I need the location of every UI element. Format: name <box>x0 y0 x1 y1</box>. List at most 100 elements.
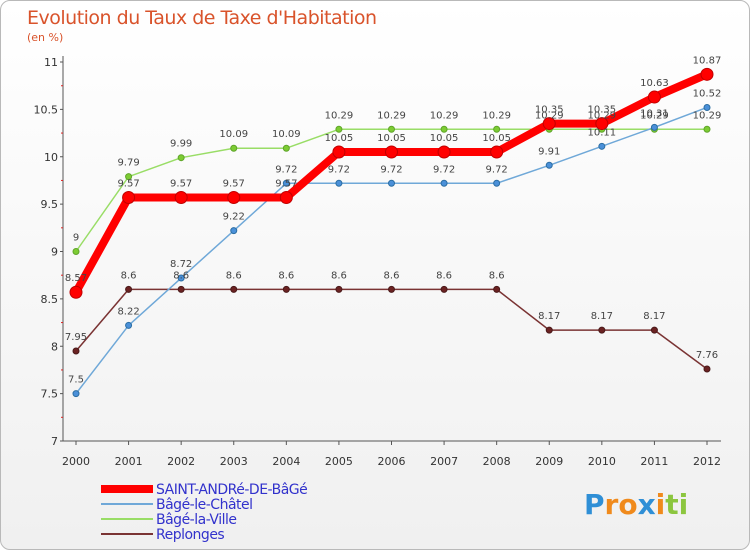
data-point <box>177 274 185 282</box>
legend: SAINT-ANDRé-DE-BâGéBâgé-le-ChâtelBâgé-la… <box>101 482 308 543</box>
data-point <box>700 67 714 81</box>
proxiti-logo: Proxiti <box>584 488 688 521</box>
data-label: 8.6 <box>436 270 452 281</box>
legend-label: SAINT-ANDRé-DE-BâGé <box>156 482 307 498</box>
data-label: 9.57 <box>223 178 245 189</box>
data-label: 10.29 <box>377 110 406 121</box>
data-label: 9.72 <box>433 164 455 175</box>
data-label: 10.63 <box>640 78 669 89</box>
data-point <box>230 285 238 293</box>
data-point <box>282 179 290 187</box>
data-point <box>703 125 711 133</box>
data-point <box>72 390 80 398</box>
x-tick-label: 2009 <box>535 455 563 468</box>
data-point <box>493 125 501 133</box>
y-tick-label: 8.5 <box>41 293 59 306</box>
data-point <box>282 144 290 152</box>
data-label: 10.09 <box>219 129 248 140</box>
data-label: 7.76 <box>696 350 718 361</box>
y-tick-label: 10 <box>44 151 58 164</box>
logo-letter: i <box>655 488 666 521</box>
data-label: 9.72 <box>328 164 350 175</box>
data-point <box>69 285 83 299</box>
x-tick-label: 2003 <box>220 455 248 468</box>
legend-label: Replonges <box>156 527 224 543</box>
legend-label: Bâgé-la-Ville <box>156 512 237 528</box>
logo-letter: P <box>584 488 605 521</box>
data-label: 10.29 <box>430 110 459 121</box>
data-label: 10.35 <box>588 105 617 116</box>
data-point <box>650 123 658 131</box>
data-label: 10.05 <box>430 133 459 144</box>
data-label: 10.52 <box>693 88 722 99</box>
series-line <box>75 288 708 370</box>
data-label: 8.17 <box>538 311 560 322</box>
data-label: 10.29 <box>325 110 354 121</box>
data-label: 10.31 <box>640 108 669 119</box>
logo-letter: t <box>665 488 679 521</box>
data-label: 8.57 <box>65 273 87 284</box>
data-point <box>598 142 606 150</box>
data-point <box>647 90 661 104</box>
logo-letter: o <box>618 488 638 521</box>
data-label: 10.11 <box>588 127 617 138</box>
legend-label: Bâgé-le-Châtel <box>156 497 253 513</box>
x-tick-label: 2007 <box>430 455 458 468</box>
data-point <box>174 190 188 204</box>
data-point <box>332 145 346 159</box>
x-tick-label: 2004 <box>272 455 300 468</box>
data-point <box>440 125 448 133</box>
data-label: 9.57 <box>170 178 192 189</box>
data-label: 8.22 <box>117 306 139 317</box>
data-label: 9.57 <box>275 178 297 189</box>
data-label: 10.29 <box>535 110 564 121</box>
data-labels: 7.95 8.6 8.6 8.6 8.6 8.6 8.6 8.6 8.6 8.17 8.17 8.17… <box>65 55 721 385</box>
data-point <box>177 285 185 293</box>
data-label: 8.6 <box>121 270 137 281</box>
data-label: 10.05 <box>325 133 354 144</box>
y-tick-label: 10.5 <box>34 103 59 116</box>
y-tick-label: 9 <box>51 246 58 259</box>
data-label: 7.95 <box>65 332 87 343</box>
y-tick-label: 9.5 <box>41 198 59 211</box>
data-point <box>177 154 185 162</box>
data-point <box>598 326 606 334</box>
x-tick-label: 2012 <box>693 455 721 468</box>
logo-letter: x <box>637 488 656 521</box>
y-tick-label: 11 <box>44 56 58 69</box>
data-label: 8.6 <box>384 270 400 281</box>
data-label: 8.6 <box>173 270 189 281</box>
chart-title: Evolution du Taux de Taxe d'Habitation <box>27 7 377 29</box>
data-label: 10.29 <box>640 110 669 121</box>
data-label: 9.22 <box>223 212 245 223</box>
y-tick-label: 7 <box>51 435 58 448</box>
data-label: 9.72 <box>275 164 297 175</box>
data-label: 10.87 <box>693 55 722 66</box>
data-label: 9.72 <box>380 164 402 175</box>
data-label: 8.6 <box>226 270 242 281</box>
chart-subtitle: (en %) <box>27 31 64 44</box>
data-label: 9.99 <box>170 139 192 150</box>
data-label: 10.29 <box>482 110 511 121</box>
data-label: 9.57 <box>117 178 139 189</box>
data-point <box>388 179 395 187</box>
data-label: 10.05 <box>377 133 406 144</box>
data-label: 7.5 <box>68 375 84 386</box>
x-tick-label: 2008 <box>483 455 511 468</box>
data-point <box>493 179 501 187</box>
data-point <box>230 144 238 152</box>
data-point <box>282 285 290 293</box>
data-label: 9.91 <box>538 146 560 157</box>
data-point <box>335 179 343 187</box>
x-tick-label: 2011 <box>640 455 668 468</box>
data-label: 9.79 <box>117 158 139 169</box>
logo-letter: r <box>604 488 619 521</box>
logo-letter: i <box>678 488 689 521</box>
x-tick-label: 2000 <box>62 455 90 468</box>
data-label: 10.29 <box>693 110 722 121</box>
data-point <box>703 103 711 111</box>
data-point <box>72 347 80 355</box>
x-tick-label: 2010 <box>588 455 616 468</box>
